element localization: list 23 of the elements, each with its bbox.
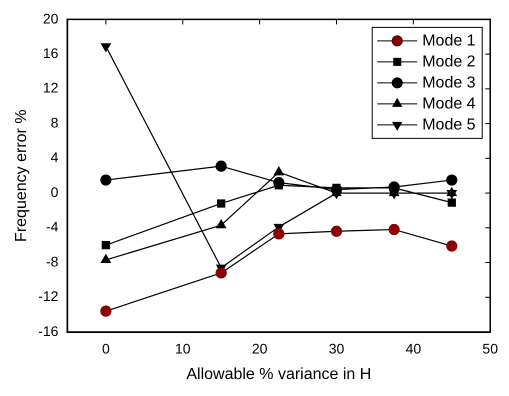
- legend-label: Mode 2: [422, 53, 476, 70]
- x-tick-label: 10: [174, 340, 191, 356]
- x-tick-label: 20: [252, 340, 268, 356]
- legend-label: Mode 5: [422, 116, 476, 134]
- y-tick-label: 12: [42, 80, 59, 96]
- y-tick-label: -12: [38, 288, 59, 304]
- y-tick-label: 16: [42, 44, 59, 61]
- y-tick-label: -4: [46, 218, 59, 235]
- x-tick-label: 40: [406, 340, 422, 356]
- y-axis-title: Frequency error %: [13, 109, 30, 242]
- legend-label: Mode 4: [422, 95, 476, 112]
- y-tick-label: 20: [42, 10, 59, 26]
- x-axis-title: Allowable % variance in H: [186, 366, 372, 383]
- x-tick-label: 0: [102, 340, 110, 356]
- y-tick-label: 0: [50, 184, 59, 200]
- legend-label: Mode 1: [422, 32, 476, 50]
- y-tick-label: -16: [38, 322, 59, 339]
- x-tick-label: 50: [482, 340, 498, 356]
- y-tick-label: 8: [50, 114, 59, 130]
- x-tick-label: 30: [328, 340, 344, 356]
- y-tick-label: -8: [46, 253, 59, 270]
- y-tick-label: 4: [50, 149, 59, 166]
- legend-label: Mode 3: [422, 74, 476, 92]
